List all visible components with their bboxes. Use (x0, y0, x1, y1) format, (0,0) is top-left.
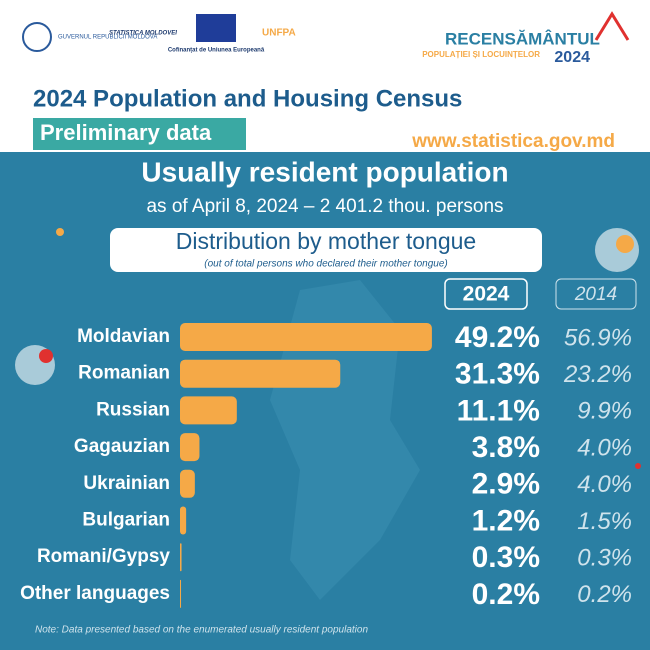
value-label-2014: 1.5% (577, 508, 632, 535)
legend-entry: 2024 (463, 283, 510, 306)
census-mark (594, 11, 630, 41)
legend-box (555, 278, 637, 310)
value-label: 0.3% (472, 541, 540, 574)
note: Note: Data presented based on the enumer… (35, 625, 368, 636)
logo-emblem (22, 22, 52, 52)
value-label: 1.2% (472, 504, 540, 537)
value-label-2014: 23.2% (563, 361, 632, 388)
value-label-2014: 9.9% (577, 398, 632, 425)
logo-text: GUVERNUL REPUBLICII MOLDOVA (58, 35, 157, 41)
category-label: Other languages (20, 583, 170, 604)
category-label: Gagauzian (74, 436, 170, 457)
chart-title: Distribution by mother tongue (176, 228, 476, 254)
value-label: 11.1% (457, 394, 540, 427)
census-logo: POPULAȚIEI ȘI LOCUINȚELOR (422, 50, 540, 59)
logo-text: UNFPA (262, 28, 296, 39)
bar (180, 579, 182, 608)
badge-bg (33, 118, 246, 150)
bar (180, 396, 237, 425)
bar (180, 359, 341, 388)
category-label: Romani/Gypsy (37, 546, 170, 567)
logo-text: STATISTICA MOLDOVEI (109, 31, 177, 37)
value-label: 0.2% (472, 578, 540, 611)
legend-entry: 2014 (574, 284, 617, 305)
value-label: 31.3% (455, 358, 540, 391)
badge: Preliminary data (40, 120, 212, 145)
decor (616, 235, 634, 253)
decor (39, 349, 53, 363)
category-label: Romanian (78, 363, 170, 384)
value-label-2014: 4.0% (577, 434, 632, 461)
category-label: Russian (96, 399, 170, 420)
chart-title-box (110, 228, 542, 272)
value-label-2014: 0.3% (577, 545, 632, 572)
eu-flag (196, 14, 236, 42)
bar (180, 543, 182, 572)
category-label: Ukrainian (83, 473, 170, 494)
decor (56, 228, 64, 236)
logo-text: Cofinanțat de Uniunea Europeană (168, 48, 265, 54)
website: www.statistica.gov.md (411, 131, 615, 152)
value-label-2014: 0.2% (577, 581, 632, 608)
value-label: 2.9% (472, 468, 540, 501)
bar (180, 433, 200, 462)
census-logo: 2024 (554, 49, 590, 66)
decor (595, 228, 639, 272)
subheading: as of April 8, 2024 – 2 401.2 thou. pers… (146, 196, 503, 217)
category-label: Moldavian (77, 326, 170, 347)
value-label-2014: 4.0% (577, 471, 632, 498)
value-label: 49.2% (455, 321, 540, 354)
decor (635, 463, 641, 469)
bar (180, 506, 187, 535)
heading: Usually resident population (141, 156, 508, 187)
value-label-2014: 56.9% (564, 324, 632, 351)
chart-subtitle: (out of total persons who declared their… (204, 259, 447, 270)
category-label: Bulgarian (82, 510, 170, 531)
bar (180, 469, 195, 498)
value-label: 3.8% (472, 431, 540, 464)
bar (180, 323, 432, 351)
title: 2024 Population and Housing Census (33, 85, 462, 112)
legend-box (444, 278, 528, 310)
census-logo: RECENSĂMÂNTUL (445, 29, 600, 48)
